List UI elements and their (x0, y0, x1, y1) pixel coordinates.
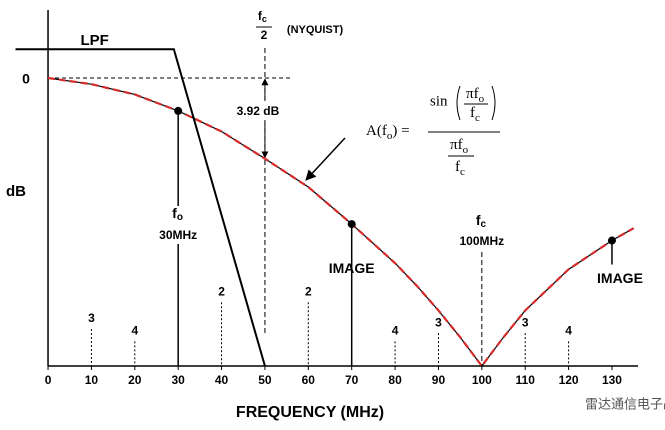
x-tick-label: 50 (258, 373, 272, 387)
x-tick-label: 30 (171, 373, 185, 387)
nyquist-f: f (258, 9, 263, 23)
formula: A(fo) = sin πfo fc πfo fc (305, 85, 500, 181)
x-tick-label: 10 (85, 373, 99, 387)
x-tick-label: 40 (215, 373, 229, 387)
x-tick-label: 110 (516, 373, 536, 387)
x-tick-label: 130 (602, 373, 622, 387)
nyquist-f: fc (258, 9, 267, 24)
fc-sub: c (481, 219, 487, 230)
image-label: IMAGE (329, 260, 375, 276)
spur-label: 3 (522, 315, 529, 329)
x-tick-label: 0 (45, 373, 52, 387)
image-label: IMAGE (597, 270, 643, 286)
x-tick-label: 120 (559, 373, 579, 387)
spur-label: 4 (565, 323, 572, 337)
formula-num: πfo (466, 86, 485, 104)
x-tick-label: 20 (128, 373, 142, 387)
x-tick-label: 60 (302, 373, 316, 387)
spur-label: 4 (392, 323, 399, 337)
spur-label: 2 (218, 284, 225, 298)
spur-label: 3 (88, 311, 95, 325)
formula-den: fc (455, 159, 465, 177)
spur-label: 4 (131, 323, 138, 337)
x-tick-label: 90 (432, 373, 446, 387)
fo-f: fo (172, 205, 183, 223)
paren (456, 85, 496, 121)
highlight-point (347, 220, 356, 229)
formula-arrow (305, 137, 346, 181)
nyquist-label: (NYQUIST) (287, 24, 344, 36)
curve-dashed (47, 76, 635, 368)
fo-label: 30MHz (159, 228, 197, 242)
formula-num: πfo (450, 137, 469, 155)
fo-sub: o (177, 212, 183, 223)
formula-den: fc (470, 105, 480, 123)
highlight-point (174, 106, 183, 115)
y-axis-label: dB (6, 183, 26, 200)
spur-label: 2 (305, 284, 312, 298)
formula-sin: sin (430, 93, 448, 109)
fc-f: fc (476, 212, 487, 230)
y-tick-label: 0 (22, 71, 30, 87)
fc-f: f (476, 212, 481, 228)
attenuation-label: 3.92 dB (237, 104, 280, 118)
lpf-label: LPF (81, 32, 109, 49)
x-tick-label: 100 (472, 373, 492, 387)
nyquist-den: 2 (261, 28, 268, 42)
nyquist-sub: c (262, 14, 267, 24)
fo-f: f (172, 205, 177, 221)
watermark: 雷达通信电子战 (585, 396, 665, 411)
label-bg (154, 206, 203, 244)
x-axis-label: FREQUENCY (MHz) (236, 404, 384, 421)
highlight-point (607, 236, 616, 245)
x-tick-label: 70 (345, 373, 359, 387)
lpf-line (15, 48, 266, 367)
fc-label: 100MHz (459, 234, 504, 248)
formula-lhs: A(fo) = (366, 123, 410, 141)
x-tick-label: 80 (388, 373, 402, 387)
spur-label: 3 (435, 315, 442, 329)
label-bg (219, 103, 282, 120)
